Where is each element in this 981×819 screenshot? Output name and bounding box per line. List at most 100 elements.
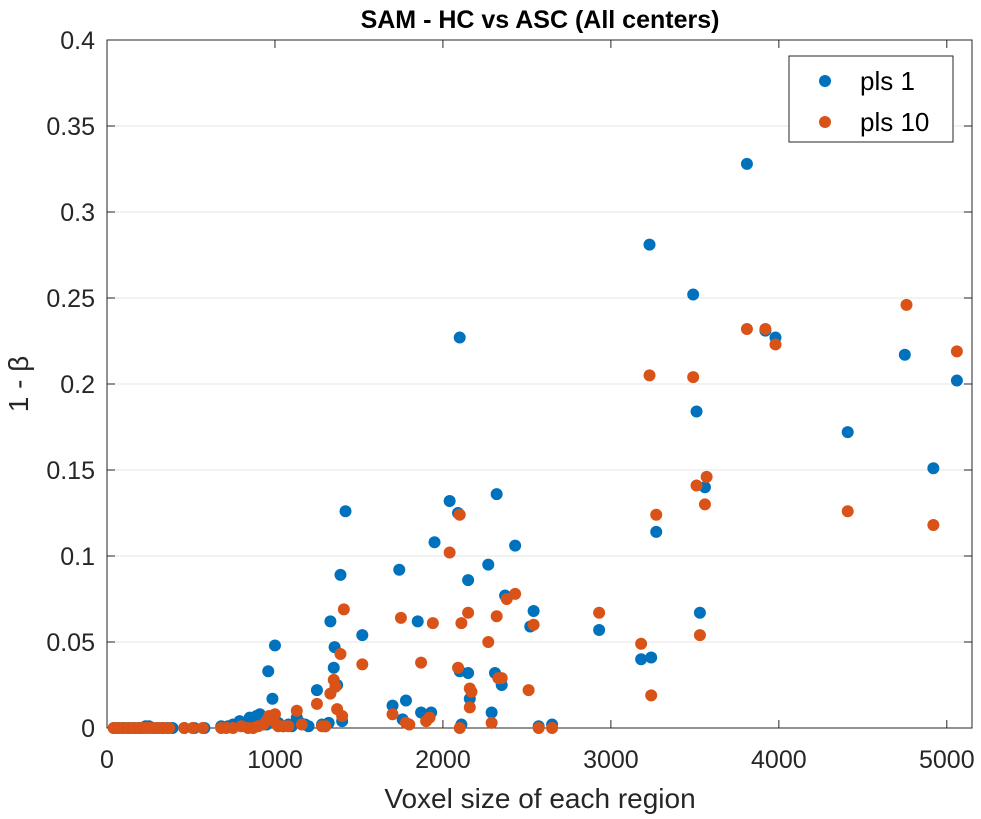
data-point-pls-1	[687, 288, 700, 301]
data-point-pls-10	[452, 661, 465, 674]
data-point-pls-10	[485, 716, 498, 729]
data-point-pls-10	[268, 708, 281, 721]
data-point-pls-1	[324, 615, 337, 628]
data-point-pls-1	[635, 653, 648, 666]
data-point-pls-10	[509, 587, 522, 600]
data-point-pls-10	[282, 720, 295, 733]
data-point-pls-10	[453, 722, 466, 734]
data-point-pls-10	[900, 298, 913, 311]
data-point-pls-1	[643, 238, 656, 251]
data-point-pls-10	[482, 636, 495, 648]
data-point-pls-10	[700, 470, 713, 483]
legend: pls 1 pls 10	[788, 55, 954, 143]
data-point-pls-10	[546, 722, 559, 734]
data-point-pls-10	[740, 322, 753, 335]
legend-label-pls-1: pls 1	[860, 66, 915, 96]
data-point-pls-10	[196, 722, 209, 734]
data-point-pls-10	[532, 722, 545, 734]
data-point-pls-10	[394, 611, 407, 624]
data-point-pls-10	[490, 610, 503, 623]
data-point-pls-1	[927, 462, 940, 475]
data-point-pls-10	[178, 722, 191, 734]
x-tick-label: 5000	[919, 746, 975, 774]
data-point-pls-10	[465, 685, 478, 698]
y-tick-label: 0.25	[46, 285, 95, 313]
data-point-pls-1	[841, 426, 854, 439]
data-point-pls-10	[462, 606, 475, 619]
y-tick-label: 0.05	[46, 629, 95, 657]
data-point-pls-10	[453, 508, 466, 521]
y-tick-label: 0.35	[46, 113, 95, 141]
y-tick-label: 0.4	[60, 27, 95, 55]
data-point-pls-10	[423, 711, 436, 724]
data-point-pls-1	[266, 692, 279, 705]
data-point-pls-10	[290, 704, 303, 717]
x-axis-label: Voxel size of each region	[384, 783, 695, 814]
data-point-pls-10	[693, 629, 706, 642]
data-point-pls-1	[268, 639, 281, 652]
tick-labels: 0 0.05 0.1 0.15 0.2 0.25 0.3 0.35 0.4 0 1000 2000 30…	[46, 27, 974, 774]
data-point-pls-10	[415, 656, 428, 669]
data-point-pls-1	[740, 157, 753, 170]
data-point-pls-10	[698, 498, 711, 511]
x-tick-label: 4000	[751, 746, 807, 774]
data-point-pls-1	[356, 629, 369, 642]
data-point-pls-10	[593, 606, 606, 619]
data-point-pls-10	[950, 345, 963, 358]
data-point-pls-10	[635, 637, 648, 650]
data-point-pls-10	[650, 508, 663, 521]
data-point-pls-10	[386, 708, 399, 721]
data-point-pls-1	[527, 605, 540, 618]
data-point-pls-10	[522, 684, 535, 697]
y-tick-label: 0.2	[60, 371, 95, 399]
data-point-pls-1	[462, 574, 475, 587]
data-point-pls-10	[310, 697, 323, 710]
data-point-pls-1	[386, 699, 399, 712]
data-point-pls-10	[645, 689, 658, 702]
data-point-pls-1	[490, 488, 503, 501]
data-point-pls-10	[643, 369, 656, 382]
data-point-pls-10	[336, 709, 349, 722]
data-point-pls-1	[593, 623, 606, 636]
data-point-pls-10	[769, 338, 782, 351]
legend-marker-pls-10	[819, 116, 831, 128]
data-point-pls-1	[482, 558, 495, 571]
data-point-pls-1	[650, 525, 663, 538]
data-point-pls-10	[927, 519, 940, 532]
x-tick-label: 2000	[415, 746, 471, 774]
legend-label-pls-10: pls 10	[860, 107, 929, 137]
data-point-pls-10	[463, 701, 476, 714]
data-point-pls-10	[759, 322, 772, 335]
data-point-pls-10	[403, 718, 416, 731]
data-points	[107, 157, 963, 734]
data-point-pls-10	[295, 718, 308, 731]
data-point-pls-1	[509, 539, 522, 552]
data-point-pls-1	[485, 706, 498, 719]
data-point-pls-1	[393, 563, 406, 576]
data-point-pls-1	[453, 331, 466, 344]
data-point-pls-1	[399, 694, 412, 707]
y-tick-label: 0.3	[60, 199, 95, 227]
data-point-pls-1	[310, 684, 323, 697]
data-point-pls-1	[462, 666, 475, 679]
data-point-pls-10	[687, 371, 700, 384]
data-point-pls-1	[262, 665, 275, 678]
data-point-pls-10	[356, 658, 369, 671]
data-point-pls-1	[428, 536, 441, 549]
data-point-pls-10	[455, 617, 468, 630]
y-tick-label: 0.15	[46, 457, 95, 485]
data-point-pls-10	[495, 672, 508, 685]
y-axis-label: 1 - β	[3, 356, 34, 413]
x-tick-label: 1000	[247, 746, 303, 774]
data-point-pls-1	[950, 374, 963, 387]
data-point-pls-10	[319, 720, 332, 733]
data-point-pls-1	[327, 661, 340, 674]
data-point-pls-10	[690, 479, 703, 492]
data-point-pls-1	[334, 568, 347, 581]
x-tick-label: 3000	[583, 746, 639, 774]
data-point-pls-1	[443, 494, 456, 507]
x-tick-label: 0	[100, 746, 114, 774]
data-point-pls-10	[527, 618, 540, 631]
data-point-pls-1	[690, 405, 703, 418]
